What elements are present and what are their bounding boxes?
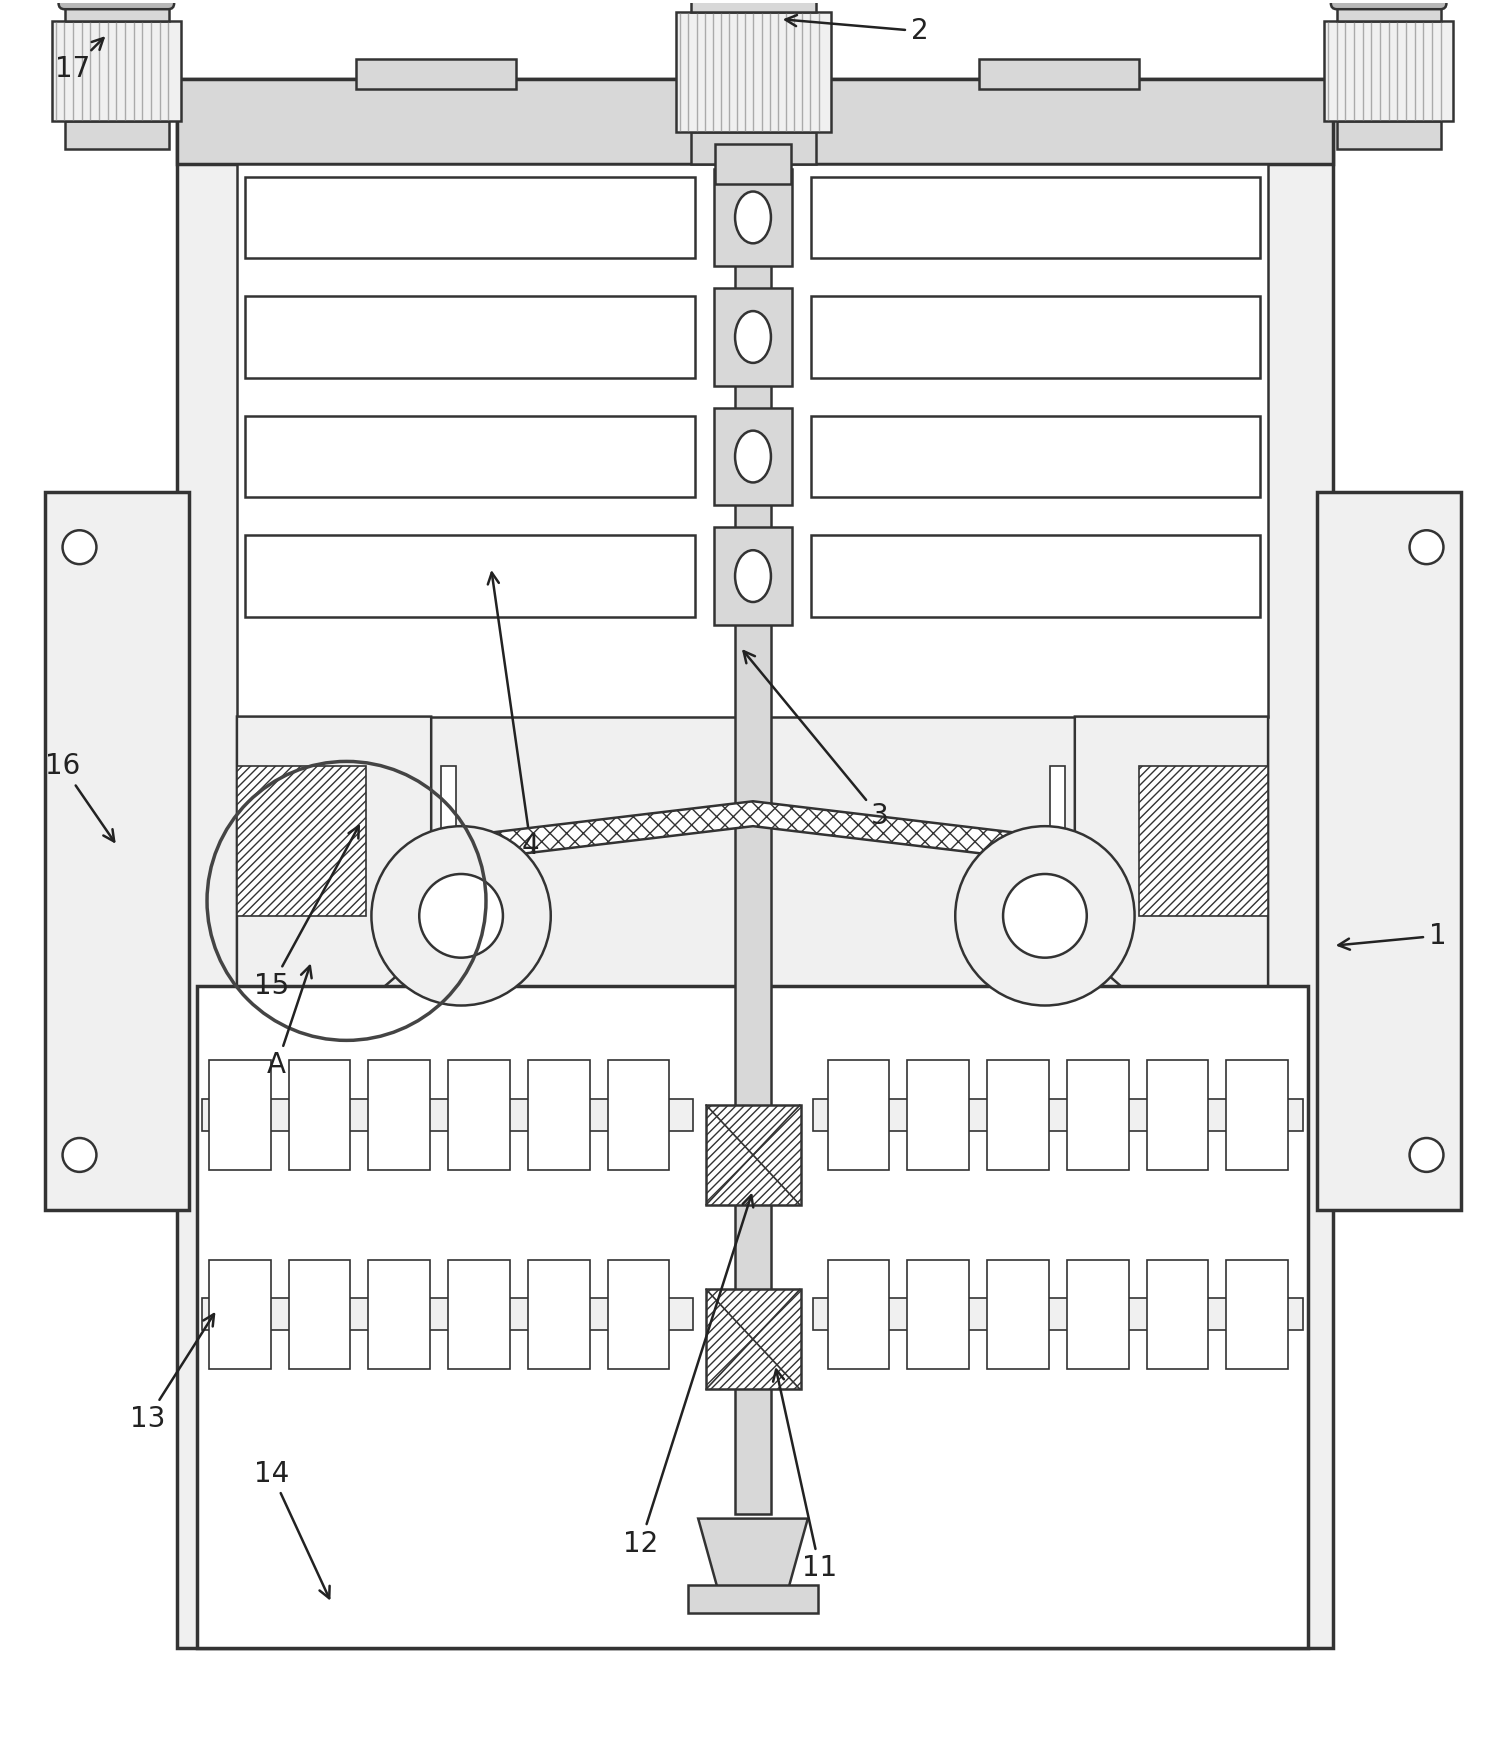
Bar — [813, 1100, 1303, 1131]
Text: 15: 15 — [255, 826, 358, 999]
Text: A: A — [267, 966, 312, 1079]
Bar — [1226, 1060, 1288, 1170]
Text: 4: 4 — [488, 573, 539, 861]
Bar — [245, 536, 696, 616]
Bar — [810, 176, 1261, 258]
Bar — [714, 169, 792, 265]
Bar — [607, 1060, 669, 1170]
Bar — [202, 1100, 693, 1131]
Bar — [735, 164, 771, 1514]
Bar — [1066, 1259, 1128, 1369]
Bar — [1316, 492, 1461, 1210]
Bar — [236, 766, 366, 917]
Bar — [828, 1259, 890, 1369]
Bar — [607, 1259, 669, 1369]
Circle shape — [1410, 1138, 1443, 1172]
Bar — [289, 1060, 351, 1170]
Circle shape — [1410, 531, 1443, 564]
Bar — [441, 766, 456, 831]
Bar — [51, 21, 181, 120]
Bar — [65, 120, 169, 148]
Bar — [986, 1259, 1048, 1369]
Bar — [1337, 120, 1441, 148]
Circle shape — [372, 826, 551, 1006]
Bar — [688, 1585, 818, 1613]
Bar — [715, 143, 791, 183]
Circle shape — [419, 875, 503, 959]
Bar — [1324, 21, 1453, 120]
Bar — [289, 1259, 351, 1369]
Bar — [527, 1060, 590, 1170]
Circle shape — [63, 1138, 96, 1172]
Text: 1: 1 — [1339, 922, 1446, 950]
Ellipse shape — [735, 311, 771, 363]
Bar — [908, 1259, 970, 1369]
Bar — [706, 1290, 801, 1390]
Bar — [178, 79, 1333, 164]
Bar — [245, 176, 696, 258]
Bar — [236, 164, 1268, 716]
Bar — [1226, 1259, 1288, 1369]
Bar — [908, 1060, 970, 1170]
Ellipse shape — [735, 192, 771, 243]
Bar — [714, 527, 792, 625]
Bar — [1337, 3, 1441, 21]
Ellipse shape — [735, 550, 771, 602]
Bar — [1139, 766, 1268, 917]
Text: 17: 17 — [54, 38, 104, 84]
Text: 2: 2 — [786, 16, 928, 45]
Text: 3: 3 — [744, 651, 889, 829]
Bar — [813, 1299, 1303, 1330]
Bar — [810, 416, 1261, 498]
Bar — [1050, 766, 1065, 831]
Polygon shape — [699, 1519, 807, 1608]
FancyBboxPatch shape — [59, 0, 175, 9]
Bar — [209, 1060, 271, 1170]
Bar — [202, 1299, 693, 1330]
Text: 12: 12 — [623, 1194, 753, 1557]
Polygon shape — [1075, 716, 1268, 1116]
Bar — [810, 536, 1261, 616]
Bar — [527, 1259, 590, 1369]
Bar — [65, 3, 169, 21]
Bar — [979, 59, 1139, 89]
Ellipse shape — [735, 431, 771, 482]
Bar — [714, 409, 792, 505]
Polygon shape — [407, 801, 1099, 906]
Bar — [1066, 1060, 1128, 1170]
Text: 16: 16 — [45, 753, 114, 842]
Bar — [691, 131, 816, 164]
Bar — [178, 79, 1333, 1648]
Bar — [986, 1060, 1048, 1170]
Bar — [449, 1060, 511, 1170]
Bar — [197, 985, 1307, 1648]
Bar — [714, 288, 792, 386]
Circle shape — [63, 531, 96, 564]
Circle shape — [955, 826, 1134, 1006]
Bar — [245, 416, 696, 498]
Bar — [706, 1105, 801, 1205]
Text: 11: 11 — [773, 1369, 837, 1582]
Bar — [45, 492, 190, 1210]
Circle shape — [1003, 875, 1087, 959]
Bar — [369, 1259, 431, 1369]
Bar — [1146, 1259, 1208, 1369]
Bar — [676, 12, 831, 131]
Bar — [691, 0, 816, 12]
Text: 14: 14 — [255, 1460, 330, 1598]
Bar — [828, 1060, 890, 1170]
Bar — [1146, 1060, 1208, 1170]
Text: 13: 13 — [130, 1315, 214, 1433]
Bar — [245, 297, 696, 377]
Bar — [209, 1259, 271, 1369]
Bar — [700, 59, 810, 89]
FancyBboxPatch shape — [1331, 0, 1446, 9]
Polygon shape — [236, 716, 431, 1116]
Bar — [357, 59, 517, 89]
Bar — [810, 297, 1261, 377]
Bar — [369, 1060, 431, 1170]
Bar — [449, 1259, 511, 1369]
